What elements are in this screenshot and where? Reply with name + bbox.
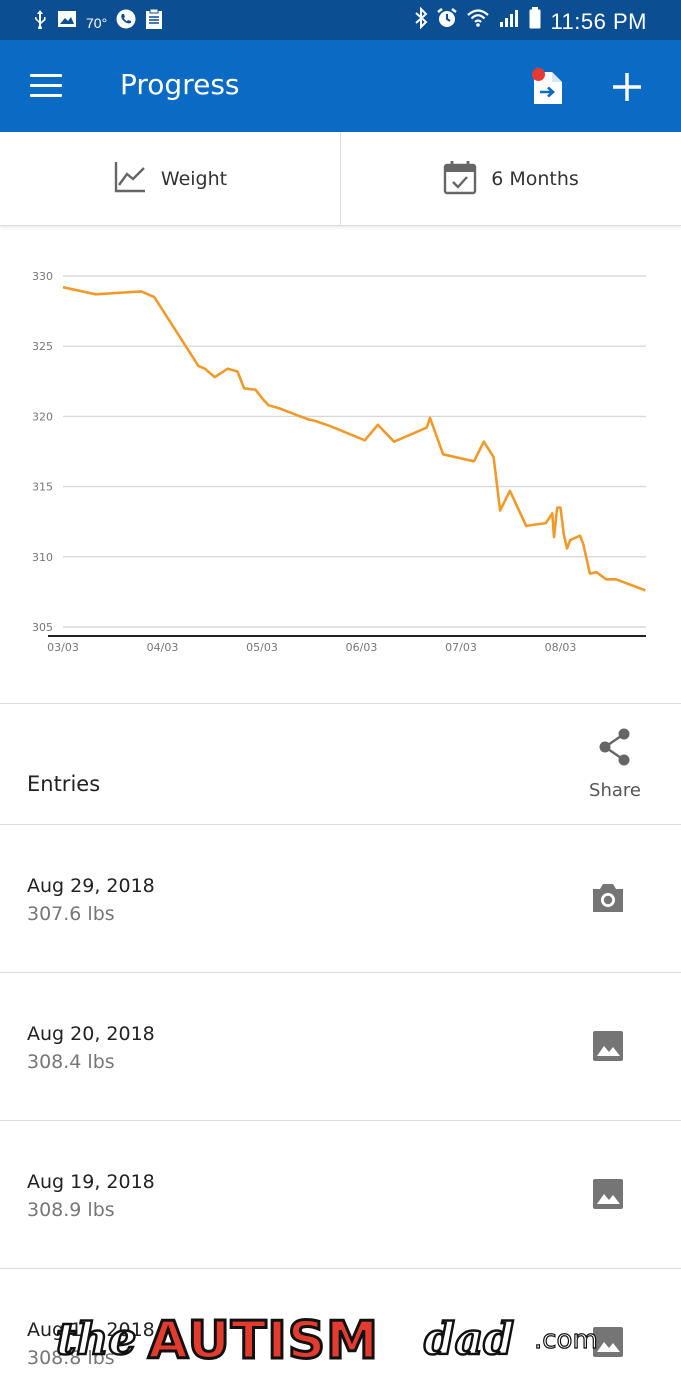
x-tick-label: 07/03 (445, 641, 477, 654)
battery-icon (528, 6, 542, 37)
entry-row[interactable]: Aug 17, 2018 308.8 lbs (0, 1269, 681, 1400)
weight-chart: 330 325 320 315 310 305 03/03 04/03 05/03 06/03 07… (0, 236, 681, 676)
signal-icon (498, 8, 520, 35)
entry-weight: 307.6 lbs (27, 903, 115, 925)
status-bar-system: 11:56 PM (414, 6, 647, 37)
entry-weight: 308.4 lbs (27, 1051, 115, 1073)
alarm-icon (436, 7, 458, 36)
y-tick-label: 320 (32, 410, 53, 423)
weight-chart-svg: 330 325 320 315 310 305 03/03 04/03 05/03 06/03 07… (32, 270, 646, 654)
plus-icon[interactable] (610, 70, 644, 104)
range-selector[interactable]: 6 Months (341, 132, 681, 226)
watermark-suffix: dad (424, 1314, 514, 1365)
x-tick-label: 08/03 (545, 641, 577, 654)
weight-series-line (62, 285, 646, 592)
wifi-icon (466, 8, 490, 35)
x-tick-label: 03/03 (47, 641, 79, 654)
y-tick-label: 315 (32, 481, 53, 494)
line-chart-icon (113, 160, 147, 198)
watermark-prefix: the (56, 1314, 136, 1365)
status-bar: 70° 11:56 PM (0, 0, 681, 40)
usb-icon (32, 9, 48, 36)
status-time: 11:56 PM (550, 8, 647, 34)
share-icon (598, 728, 632, 770)
bluetooth-icon (414, 6, 428, 36)
filter-divider (340, 132, 341, 226)
entry-date: Aug 17, 2018 (27, 1319, 155, 1341)
watermark-brand: AUTISM (148, 1311, 379, 1371)
camera-icon[interactable] (590, 880, 626, 916)
x-tick-label: 05/03 (246, 641, 278, 654)
clipboard-icon (145, 8, 163, 37)
entry-date: Aug 19, 2018 (27, 1171, 155, 1193)
entries-title: Entries (27, 772, 101, 796)
entry-date: Aug 29, 2018 (27, 875, 155, 897)
weather-temperature: 70° (86, 14, 108, 31)
share-button[interactable]: Share (580, 728, 650, 808)
status-bar-notifications: 70° (32, 8, 163, 37)
watermark-logo: the AUTISM dad .com (55, 1302, 626, 1373)
entry-date: Aug 20, 2018 (27, 1023, 155, 1045)
image-icon[interactable] (590, 1324, 626, 1360)
image-icon[interactable] (590, 1028, 626, 1064)
x-tick-label: 06/03 (346, 641, 378, 654)
gallery-icon (57, 10, 77, 35)
y-tick-label: 310 (32, 551, 53, 564)
page-title: Progress (120, 68, 240, 101)
watermark-domain: .com (534, 1325, 598, 1355)
share-label: Share (589, 780, 641, 801)
y-tick-label: 330 (32, 270, 53, 283)
entry-row[interactable]: Aug 29, 2018 307.6 lbs (0, 825, 681, 973)
y-tick-label: 305 (32, 621, 53, 634)
entry-weight: 308.8 lbs (27, 1347, 115, 1369)
image-icon[interactable] (590, 1176, 626, 1212)
calendar-check-icon (443, 159, 477, 199)
menu-icon[interactable] (30, 74, 64, 98)
range-label: 6 Months (491, 168, 579, 190)
entry-weight: 308.9 lbs (27, 1199, 115, 1221)
x-tick-label: 04/03 (147, 641, 179, 654)
metric-selector[interactable]: Weight (0, 132, 340, 226)
app-bar: Progress (0, 40, 681, 132)
entry-row[interactable]: Aug 19, 2018 308.9 lbs (0, 1121, 681, 1269)
entries-header: Entries Share (0, 703, 681, 825)
filter-bar: Weight 6 Months (0, 132, 681, 226)
metric-label: Weight (160, 168, 228, 190)
notification-dot (532, 68, 545, 81)
y-tick-label: 325 (32, 340, 53, 353)
phone-icon (116, 9, 136, 36)
entry-row[interactable]: Aug 20, 2018 308.4 lbs (0, 973, 681, 1121)
